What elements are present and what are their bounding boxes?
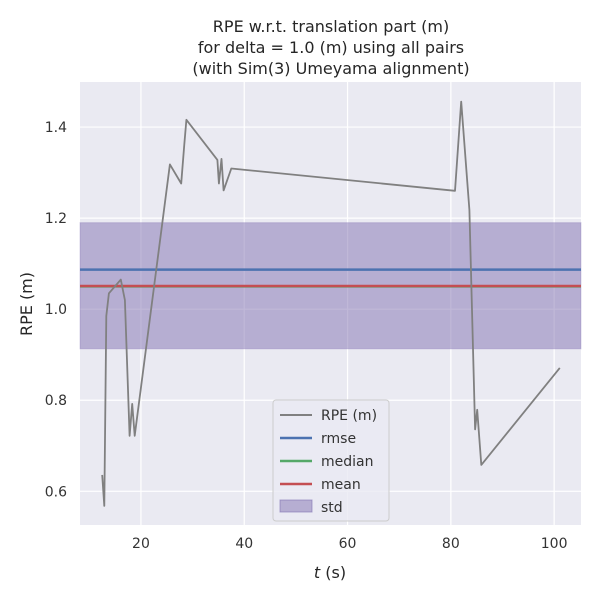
legend: RPE (m) rmse median mean std xyxy=(272,399,390,522)
y-axis-label: RPE (m) xyxy=(17,272,36,336)
legend-swatch-std xyxy=(279,499,313,513)
legend-label-std: std xyxy=(321,500,343,516)
x-axis-label-var: t xyxy=(314,563,321,582)
x-axis-label: t (s) xyxy=(314,563,346,582)
y-tick-labels: 0.6 0.8 1.0 1.2 1.4 xyxy=(45,120,67,500)
title-line-2: for delta = 1.0 (m) using all pairs xyxy=(198,38,464,57)
x-tick-label: 40 xyxy=(235,536,253,552)
legend-label-median: median xyxy=(321,454,373,470)
title-line-3: (with Sim(3) Umeyama alignment) xyxy=(192,59,469,78)
x-tick-label: 60 xyxy=(339,536,357,552)
x-tick-label: 80 xyxy=(442,536,460,552)
x-axis-label-unit: (s) xyxy=(320,563,346,582)
y-tick-label: 1.0 xyxy=(45,302,67,318)
x-tick-label: 100 xyxy=(541,536,568,552)
y-tick-label: 1.2 xyxy=(45,211,67,227)
chart-title: RPE w.r.t. translation part (m) for delt… xyxy=(192,17,469,78)
x-tick-label: 20 xyxy=(132,536,150,552)
rpe-series xyxy=(101,100,561,507)
legend-label-rmse: rmse xyxy=(321,431,356,447)
y-tick-label: 0.6 xyxy=(45,484,67,500)
title-line-1: RPE w.r.t. translation part (m) xyxy=(213,17,449,36)
legend-label-mean: mean xyxy=(321,477,361,493)
legend-label-rpe: RPE (m) xyxy=(321,408,377,424)
rpe-line xyxy=(101,100,561,507)
statistic-lines xyxy=(80,268,581,288)
x-tick-labels: 20 40 60 80 100 xyxy=(132,536,567,552)
y-tick-label: 1.4 xyxy=(45,120,67,136)
legend-frame xyxy=(272,399,390,522)
y-tick-label: 0.8 xyxy=(45,393,67,409)
